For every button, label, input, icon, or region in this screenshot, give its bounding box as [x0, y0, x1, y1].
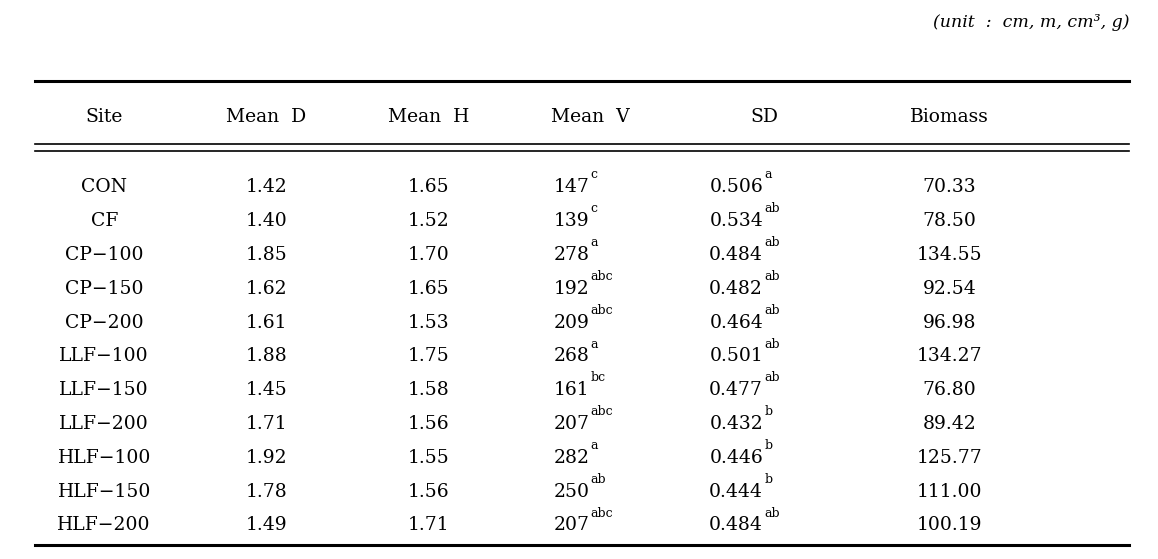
- Text: 76.80: 76.80: [923, 381, 976, 399]
- Text: c: c: [591, 202, 598, 215]
- Text: 134.55: 134.55: [917, 246, 982, 264]
- Text: 1.62: 1.62: [245, 280, 287, 298]
- Text: 1.56: 1.56: [408, 482, 449, 501]
- Text: 0.464: 0.464: [710, 314, 763, 331]
- Text: 278: 278: [554, 246, 589, 264]
- Text: c: c: [591, 168, 598, 182]
- Text: 250: 250: [554, 482, 589, 501]
- Text: 78.50: 78.50: [923, 212, 976, 230]
- Text: CF: CF: [90, 212, 118, 230]
- Text: 134.27: 134.27: [917, 347, 982, 366]
- Text: CP−150: CP−150: [65, 280, 144, 298]
- Text: 1.56: 1.56: [408, 415, 449, 433]
- Text: 96.98: 96.98: [923, 314, 976, 331]
- Text: 0.444: 0.444: [709, 482, 763, 501]
- Text: Mean  D: Mean D: [226, 108, 307, 126]
- Text: (unit  :  cm, m, cm³, g): (unit : cm, m, cm³, g): [932, 14, 1129, 31]
- Text: 1.71: 1.71: [408, 517, 449, 534]
- Text: SD: SD: [750, 108, 778, 126]
- Text: CON: CON: [81, 178, 127, 196]
- Text: 1.45: 1.45: [245, 381, 287, 399]
- Text: 282: 282: [554, 449, 589, 467]
- Text: ab: ab: [764, 506, 779, 520]
- Text: 209: 209: [554, 314, 589, 331]
- Text: 0.534: 0.534: [710, 212, 763, 230]
- Text: 207: 207: [554, 415, 589, 433]
- Text: 1.65: 1.65: [408, 280, 449, 298]
- Text: a: a: [591, 439, 598, 452]
- Text: b: b: [764, 473, 772, 486]
- Text: 125.77: 125.77: [917, 449, 982, 467]
- Text: 207: 207: [554, 517, 589, 534]
- Text: HLF−150: HLF−150: [58, 482, 151, 501]
- Text: 1.42: 1.42: [245, 178, 287, 196]
- Text: 1.65: 1.65: [408, 178, 449, 196]
- Text: LLF−150: LLF−150: [59, 381, 149, 399]
- Text: LLF−100: LLF−100: [59, 347, 149, 366]
- Text: 0.446: 0.446: [710, 449, 763, 467]
- Text: b: b: [764, 439, 772, 452]
- Text: CP−100: CP−100: [65, 246, 144, 264]
- Text: 1.49: 1.49: [245, 517, 287, 534]
- Text: Biomass: Biomass: [910, 108, 989, 126]
- Text: LLF−200: LLF−200: [59, 415, 149, 433]
- Text: 1.78: 1.78: [245, 482, 287, 501]
- Text: 1.75: 1.75: [408, 347, 449, 366]
- Text: Mean  V: Mean V: [551, 108, 630, 126]
- Text: 111.00: 111.00: [917, 482, 982, 501]
- Text: 1.85: 1.85: [245, 246, 287, 264]
- Text: abc: abc: [591, 270, 614, 283]
- Text: 161: 161: [554, 381, 589, 399]
- Text: 1.88: 1.88: [245, 347, 287, 366]
- Text: Site: Site: [86, 108, 123, 126]
- Text: 1.40: 1.40: [245, 212, 287, 230]
- Text: ab: ab: [764, 270, 779, 283]
- Text: b: b: [764, 405, 772, 418]
- Text: a: a: [591, 236, 598, 249]
- Text: 0.484: 0.484: [709, 517, 763, 534]
- Text: CP−200: CP−200: [65, 314, 144, 331]
- Text: 268: 268: [554, 347, 589, 366]
- Text: HLF−100: HLF−100: [58, 449, 151, 467]
- Text: ab: ab: [764, 202, 779, 215]
- Text: 100.19: 100.19: [917, 517, 982, 534]
- Text: bc: bc: [591, 371, 606, 385]
- Text: 192: 192: [554, 280, 589, 298]
- Text: 89.42: 89.42: [923, 415, 976, 433]
- Text: 70.33: 70.33: [923, 178, 976, 196]
- Text: 1.55: 1.55: [408, 449, 449, 467]
- Text: abc: abc: [591, 506, 614, 520]
- Text: 139: 139: [554, 212, 589, 230]
- Text: 0.484: 0.484: [709, 246, 763, 264]
- Text: 92.54: 92.54: [923, 280, 976, 298]
- Text: 1.70: 1.70: [408, 246, 449, 264]
- Text: abc: abc: [591, 405, 614, 418]
- Text: 0.506: 0.506: [710, 178, 763, 196]
- Text: 0.501: 0.501: [710, 347, 763, 366]
- Text: 0.477: 0.477: [709, 381, 763, 399]
- Text: abc: abc: [591, 304, 614, 317]
- Text: a: a: [591, 338, 598, 350]
- Text: ab: ab: [764, 338, 779, 350]
- Text: 1.52: 1.52: [408, 212, 449, 230]
- Text: ab: ab: [764, 304, 779, 317]
- Text: 1.58: 1.58: [408, 381, 449, 399]
- Text: ab: ab: [764, 236, 779, 249]
- Text: 0.482: 0.482: [709, 280, 763, 298]
- Text: HLF−200: HLF−200: [58, 517, 151, 534]
- Text: Mean  H: Mean H: [388, 108, 469, 126]
- Text: 1.61: 1.61: [245, 314, 287, 331]
- Text: 0.432: 0.432: [710, 415, 763, 433]
- Text: 1.92: 1.92: [245, 449, 287, 467]
- Text: 1.71: 1.71: [245, 415, 287, 433]
- Text: a: a: [764, 168, 771, 182]
- Text: ab: ab: [764, 371, 779, 385]
- Text: 147: 147: [554, 178, 589, 196]
- Text: ab: ab: [591, 473, 606, 486]
- Text: 1.53: 1.53: [408, 314, 449, 331]
